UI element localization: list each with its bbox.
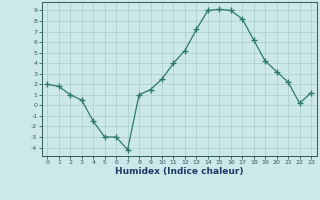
X-axis label: Humidex (Indice chaleur): Humidex (Indice chaleur) <box>115 167 244 176</box>
